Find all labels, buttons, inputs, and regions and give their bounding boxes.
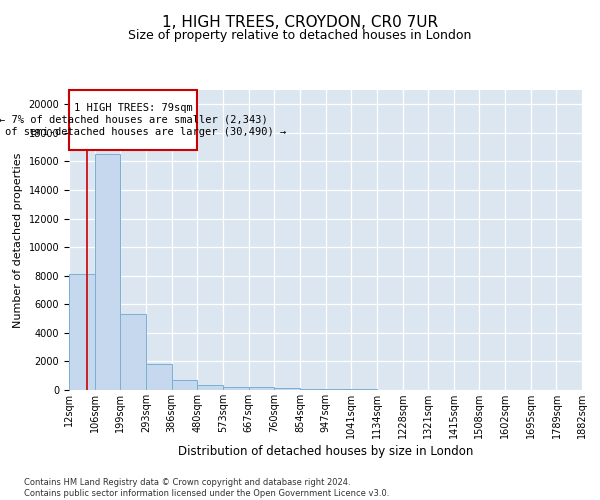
Bar xyxy=(325,389,351,390)
Bar xyxy=(146,364,172,390)
Bar xyxy=(69,274,95,390)
Bar xyxy=(223,387,248,390)
Text: 1 HIGH TREES: 79sqm
← 7% of detached houses are smaller (2,343)
93% of semi-deta: 1 HIGH TREES: 79sqm ← 7% of detached hou… xyxy=(0,104,286,136)
Bar xyxy=(197,386,223,390)
Bar xyxy=(300,388,325,390)
Bar xyxy=(274,388,300,390)
Text: 1, HIGH TREES, CROYDON, CR0 7UR: 1, HIGH TREES, CROYDON, CR0 7UR xyxy=(162,15,438,30)
Bar xyxy=(95,154,120,390)
FancyBboxPatch shape xyxy=(69,90,197,150)
X-axis label: Distribution of detached houses by size in London: Distribution of detached houses by size … xyxy=(178,445,473,458)
Bar xyxy=(172,380,197,390)
Y-axis label: Number of detached properties: Number of detached properties xyxy=(13,152,23,328)
Bar xyxy=(120,314,146,390)
Bar xyxy=(248,388,274,390)
Text: Size of property relative to detached houses in London: Size of property relative to detached ho… xyxy=(128,29,472,42)
Text: Contains HM Land Registry data © Crown copyright and database right 2024.
Contai: Contains HM Land Registry data © Crown c… xyxy=(24,478,389,498)
